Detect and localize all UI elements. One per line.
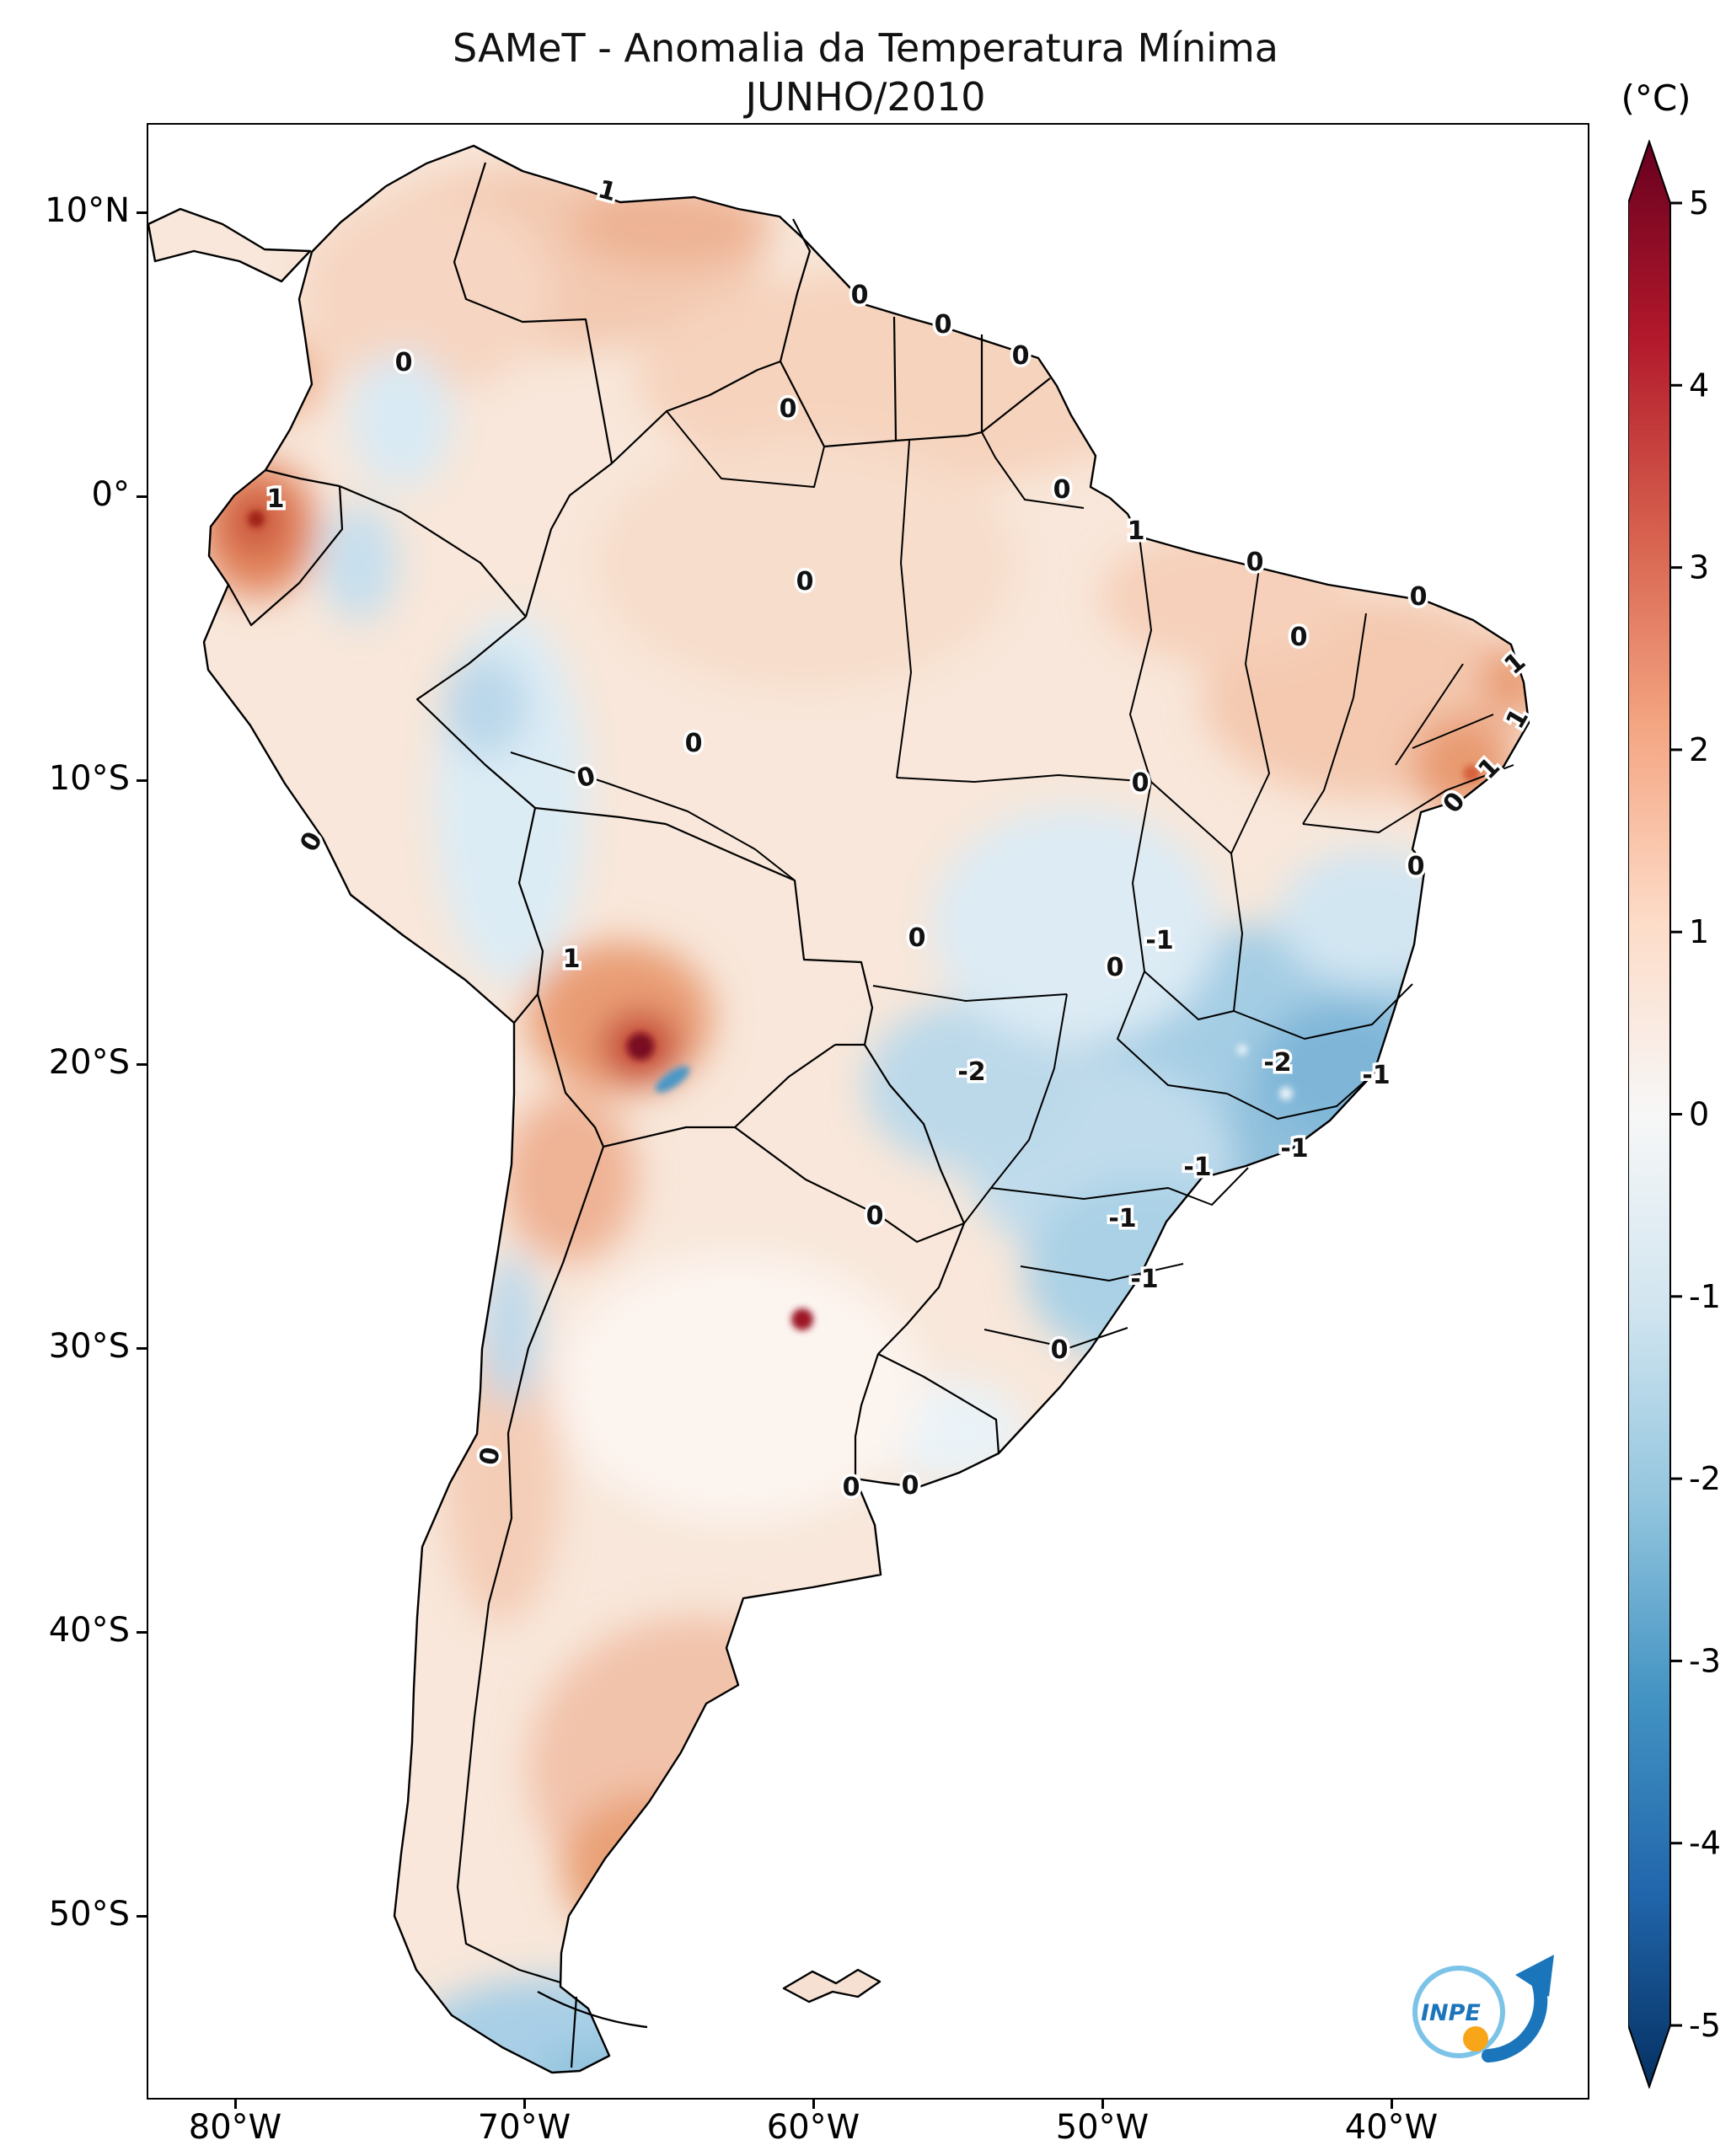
lat-axis-tick: [137, 1915, 147, 1918]
colorbar-unit-label: (°C): [1621, 78, 1691, 119]
contour-label: 1: [267, 484, 285, 514]
lat-axis-tick: [137, 1347, 147, 1350]
contour-label: 0: [780, 394, 797, 424]
colorbar-tick-label: 3: [1689, 549, 1709, 586]
lat-axis-label: 30°S: [48, 1327, 130, 1367]
lon-axis-label: 60°W: [766, 2108, 860, 2147]
lon-axis-tick: [523, 2098, 526, 2109]
contour-label: 0: [1132, 768, 1150, 798]
colorbar-ticks: 5 4 3 2 1 0 -1 -2 -3 -4 -5: [1670, 185, 1721, 2044]
lat-axis-label: 10°N: [45, 191, 130, 231]
contour-label: -2: [957, 1057, 985, 1087]
lon-axis-label: 80°W: [188, 2108, 282, 2147]
lon-axis-label: 40°W: [1344, 2108, 1439, 2147]
contour-label: 1: [563, 944, 581, 974]
contour-label: 0: [1246, 548, 1264, 577]
lat-axis-label: 40°S: [48, 1611, 130, 1650]
lon-axis-tick: [812, 2098, 815, 2109]
contour-label: 1: [1128, 516, 1145, 546]
contour-label: 0: [866, 1201, 884, 1231]
contour-label: 0: [685, 729, 703, 758]
colorbar-gradient: [1627, 138, 1671, 2090]
page-subtitle: JUNHO/2010: [745, 74, 986, 120]
contour-label: 0: [1407, 852, 1425, 881]
colorbar-tick-label: 2: [1689, 731, 1709, 768]
falkland-islands: [784, 1970, 880, 2002]
inpe-logo-text: INPE: [1421, 2000, 1481, 2026]
contour-label: -1: [1145, 926, 1173, 955]
lat-axis-tick: [137, 1631, 147, 1634]
contour-label: 0: [1053, 475, 1071, 505]
contour-label: 0: [851, 281, 869, 310]
colorbar-tick-label: -1: [1689, 1278, 1721, 1315]
contour-label: 0: [908, 923, 926, 953]
inpe-logo: INPE: [1412, 1955, 1554, 2062]
lat-axis-tick: [137, 495, 147, 498]
map-panel: 1 0 0 0 0 0 1 0 1 0 0 1 1 1 0 0 0 0 0 0 0 0 -1 0 0 1 -2 -2 -1 -1 -1 -1-…: [147, 123, 1589, 2100]
contour-label: 0: [395, 348, 413, 377]
lon-axis-tick: [1391, 2098, 1393, 2109]
lat-axis-label: 10°S: [48, 759, 130, 799]
colorbar: 5 4 3 2 1 0 -1 -2 -3 -4 -5: [1627, 138, 1731, 2092]
colorbar-tick-label: 5: [1689, 185, 1709, 222]
colorbar-tick-label: 0: [1689, 1096, 1709, 1133]
lon-axis-label: 70°W: [477, 2108, 571, 2147]
country-borders: [228, 162, 1051, 2068]
colorbar-tick-label: -2: [1689, 1460, 1721, 1497]
contour-label: -1: [1362, 1061, 1390, 1090]
colorbar-tick-label: 4: [1689, 366, 1709, 404]
lon-axis-label: 50°W: [1055, 2108, 1150, 2147]
contour-label: 0: [843, 1473, 860, 1502]
lat-axis-label: 0°: [91, 475, 130, 515]
colorbar-tick-label: -3: [1689, 1642, 1721, 1679]
contour-label: -2: [1263, 1048, 1291, 1078]
lat-axis-label: 20°S: [48, 1043, 130, 1083]
lon-axis-tick: [1101, 2098, 1104, 2109]
lat-axis-tick: [137, 1063, 147, 1066]
contour-label: -1: [1130, 1265, 1158, 1294]
contour-label: -1: [1108, 1204, 1136, 1233]
colorbar-tick-label: -5: [1689, 2007, 1721, 2044]
contour-label: 0: [1410, 582, 1428, 612]
contour-label: 0: [1290, 623, 1308, 652]
lon-axis-tick: [234, 2098, 237, 2109]
contour-label: 0: [1107, 953, 1124, 982]
contour-label: 0: [935, 310, 952, 340]
colorbar-tick-label: -4: [1689, 1825, 1721, 1862]
inpe-dot-icon: [1463, 2026, 1488, 2052]
lat-axis-label: 50°S: [48, 1895, 130, 1934]
colorbar-tick-label: 1: [1689, 913, 1709, 950]
magellan-strait: [537, 1990, 648, 2029]
panama-landmass: [148, 209, 310, 281]
inpe-arrowhead-icon: [1515, 1955, 1554, 1997]
lat-axis-tick: [137, 211, 147, 214]
inpe-swirl-icon: [1412, 1966, 1505, 2058]
coastline: [148, 144, 1530, 2074]
contour-label: 0: [902, 1471, 919, 1501]
lat-axis-tick: [137, 779, 147, 782]
brazil-state-borders: [510, 410, 1514, 1349]
contour-label: 0: [1012, 341, 1030, 371]
contour-label: 0: [796, 567, 814, 597]
page-title: SAMeT - Anomalia da Temperatura Mínima: [453, 25, 1278, 71]
contour-label: -1: [1183, 1153, 1211, 1182]
contour-label: -1: [1280, 1134, 1308, 1164]
contour-label: 0: [1051, 1335, 1069, 1365]
